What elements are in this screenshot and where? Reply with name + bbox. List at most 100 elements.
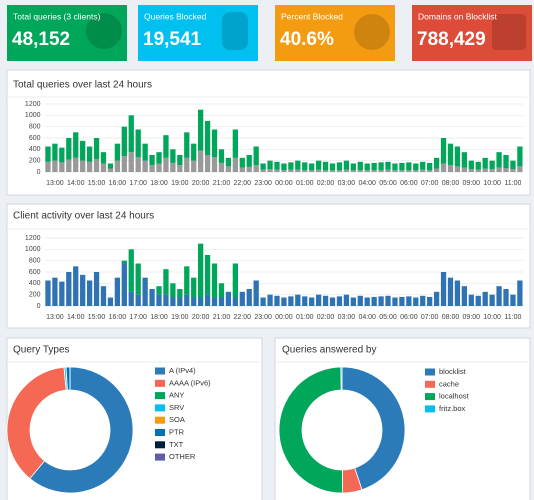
stat-title: Domains on Blocklist xyxy=(418,11,498,21)
bar xyxy=(461,286,468,306)
bar xyxy=(350,163,356,171)
bar xyxy=(135,157,141,172)
x-tick-label: 09:00 xyxy=(463,314,481,321)
donut-slice xyxy=(278,366,343,494)
bar xyxy=(378,170,384,172)
bar xyxy=(364,297,370,306)
legend-label: SRV xyxy=(169,403,184,412)
bar xyxy=(191,297,197,306)
stat-value: 19,541 xyxy=(143,29,202,50)
legend-label: OTHER xyxy=(169,452,196,461)
bar xyxy=(288,162,294,170)
legend-label: cache xyxy=(439,379,459,388)
panel-title: Client activity over last 24 hours xyxy=(13,211,154,222)
bar xyxy=(170,297,176,306)
bar xyxy=(191,160,197,172)
bar xyxy=(204,294,211,306)
x-tick-label: 23:00 xyxy=(254,180,272,187)
panel-title: Total queries over last 24 hours xyxy=(13,80,152,91)
bar xyxy=(239,291,245,306)
bar xyxy=(357,161,363,171)
bar xyxy=(413,170,419,172)
bar xyxy=(163,157,169,172)
bar xyxy=(163,135,169,158)
bar xyxy=(198,243,204,298)
x-tick-label: 20:00 xyxy=(192,180,210,187)
y-tick-label: 1000 xyxy=(25,246,41,253)
bar xyxy=(93,272,100,306)
icon xyxy=(492,14,526,50)
bar xyxy=(260,297,266,306)
bar xyxy=(114,160,121,172)
bar xyxy=(149,155,155,166)
x-tick-label: 06:00 xyxy=(400,314,418,321)
bar xyxy=(392,297,398,306)
bar xyxy=(149,165,155,172)
y-tick-label: 0 xyxy=(37,303,41,310)
x-tick-label: 17:00 xyxy=(129,180,147,187)
bar xyxy=(107,168,114,172)
x-tick-label: 07:00 xyxy=(421,314,439,321)
stat-value: 40.6% xyxy=(280,29,334,50)
panel-title: Queries answered by xyxy=(282,345,377,356)
bar xyxy=(45,146,51,162)
bar xyxy=(211,297,218,306)
bar xyxy=(322,170,329,172)
legend-swatch xyxy=(425,380,435,388)
stat-title: Total queries (3 clients) xyxy=(13,11,101,21)
bar xyxy=(107,163,114,169)
bar xyxy=(225,291,232,306)
bar xyxy=(45,280,51,306)
bar xyxy=(170,162,176,172)
bar xyxy=(142,160,148,172)
bar xyxy=(156,286,162,295)
x-tick-label: 18:00 xyxy=(150,314,168,321)
donut-slice xyxy=(29,366,134,494)
legend-label: localhost xyxy=(439,392,470,401)
stat-value: 788,429 xyxy=(417,29,486,50)
x-tick-label: 13:00 xyxy=(46,180,64,187)
bar xyxy=(295,294,301,306)
bar xyxy=(86,161,93,172)
bar xyxy=(399,162,405,171)
bar xyxy=(336,296,343,306)
bar xyxy=(73,266,79,306)
bar xyxy=(399,296,405,306)
x-tick-label: 01:00 xyxy=(296,314,314,321)
x-tick-label: 17:00 xyxy=(129,314,147,321)
bar xyxy=(364,170,370,172)
bar xyxy=(204,255,211,295)
bar xyxy=(80,160,86,172)
bar xyxy=(420,169,426,172)
bar xyxy=(440,163,447,172)
legend-label: A (IPv4) xyxy=(169,366,196,375)
bar xyxy=(135,294,141,306)
bar xyxy=(329,170,336,172)
bar xyxy=(433,291,440,306)
bar xyxy=(427,162,433,171)
bar xyxy=(357,170,363,172)
bar xyxy=(45,161,51,172)
x-tick-label: 05:00 xyxy=(379,314,397,321)
bar xyxy=(86,146,93,162)
icon xyxy=(222,12,248,50)
bar xyxy=(260,169,266,172)
bar xyxy=(322,295,329,306)
x-tick-label: 21:00 xyxy=(213,314,231,321)
bar xyxy=(475,161,481,170)
bar xyxy=(163,269,169,295)
bar xyxy=(281,163,287,171)
bar xyxy=(225,166,232,172)
bar xyxy=(440,272,447,306)
bar xyxy=(517,280,523,306)
x-tick-label: 19:00 xyxy=(171,180,189,187)
bar xyxy=(121,156,127,172)
bar xyxy=(218,283,225,298)
bar xyxy=(295,160,301,170)
x-tick-label: 15:00 xyxy=(88,314,106,321)
x-tick-label: 11:00 xyxy=(504,314,521,321)
bar xyxy=(475,295,481,306)
x-tick-label: 22:00 xyxy=(234,180,252,187)
bar xyxy=(177,155,183,166)
bar xyxy=(510,160,516,170)
